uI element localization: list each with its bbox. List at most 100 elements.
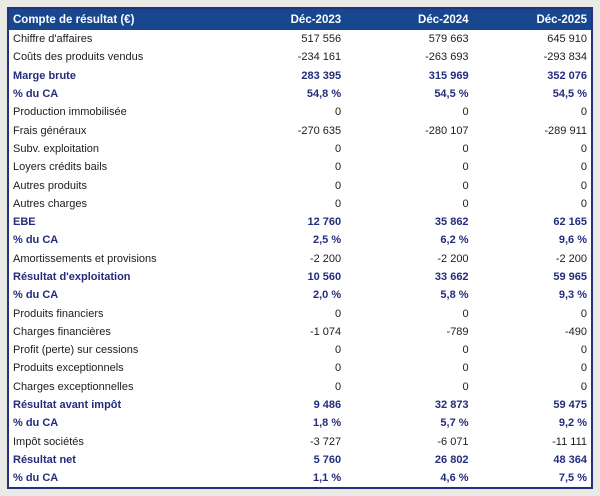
row-label: Produits exceptionnels bbox=[13, 362, 124, 375]
row-value: 5 760 bbox=[313, 453, 342, 466]
row-value: 0 bbox=[335, 142, 342, 155]
row-value: 26 802 bbox=[434, 453, 469, 466]
row-value: 0 bbox=[580, 344, 587, 357]
row-value: 2,5 % bbox=[313, 234, 342, 247]
table-row: Autres produits 0 0 0 bbox=[8, 176, 592, 194]
row-value: -270 635 bbox=[297, 124, 342, 137]
row-value: 9,2 % bbox=[558, 417, 587, 430]
row-label: Charges exceptionnelles bbox=[13, 380, 134, 393]
row-value: 12 760 bbox=[307, 216, 342, 229]
row-value: 0 bbox=[580, 197, 587, 210]
row-value: 0 bbox=[580, 106, 587, 119]
row-label: Résultat d'exploitation bbox=[13, 271, 131, 283]
table-row: Subv. exploitation 0 0 0 bbox=[8, 140, 592, 158]
row-value: 315 969 bbox=[428, 69, 469, 82]
table-body: Chiffre d'affaires 517 556 579 663 645 9… bbox=[8, 30, 592, 488]
table-row: % du CA 1,8 % 5,7 % 9,2 % bbox=[8, 414, 592, 432]
row-value: 0 bbox=[462, 106, 469, 119]
row-value: 0 bbox=[335, 307, 342, 320]
table-row: Charges financières -1 074 -789 -490 bbox=[8, 323, 592, 341]
row-value: 9,3 % bbox=[558, 289, 587, 302]
row-label: % du CA bbox=[13, 234, 59, 247]
row-value: -289 911 bbox=[544, 124, 587, 137]
row-label: % du CA bbox=[13, 289, 59, 302]
row-value: -490 bbox=[564, 325, 587, 338]
row-value: 352 076 bbox=[547, 69, 587, 82]
row-value: 62 165 bbox=[553, 216, 587, 229]
header-row: Compte de résultat (€) Déc-2023 Déc-2024… bbox=[8, 8, 592, 30]
row-value: -2 200 bbox=[437, 252, 469, 265]
row-value: 0 bbox=[335, 380, 342, 393]
row-value: 1,1 % bbox=[313, 472, 342, 485]
row-label: Profit (perte) sur cessions bbox=[13, 344, 139, 357]
row-label: Impôt sociétés bbox=[13, 435, 84, 448]
row-label: Marge brute bbox=[13, 69, 76, 82]
row-value: -11 111 bbox=[552, 435, 587, 448]
row-label: Production immobilisée bbox=[13, 106, 127, 119]
row-label: Coûts des produits vendus bbox=[13, 51, 144, 64]
row-value: 32 873 bbox=[434, 399, 469, 412]
row-value: 0 bbox=[335, 179, 342, 192]
row-value: 0 bbox=[462, 380, 469, 393]
row-label: Résultat avant impôt bbox=[13, 399, 122, 412]
row-value: 0 bbox=[462, 344, 469, 357]
table-row: Impôt sociétés -3 727 -6 071 -11 111 bbox=[8, 433, 592, 451]
row-value: 48 364 bbox=[553, 453, 587, 466]
row-value: 0 bbox=[335, 106, 342, 119]
table-row: % du CA 2,5 % 6,2 % 9,6 % bbox=[8, 231, 592, 249]
table-row: Produits exceptionnels 0 0 0 bbox=[8, 359, 592, 377]
row-value: -234 161 bbox=[297, 51, 342, 64]
row-value: 0 bbox=[335, 197, 342, 210]
row-value: 5,8 % bbox=[440, 289, 469, 302]
table-row: EBE 12 760 35 862 62 165 bbox=[8, 213, 592, 231]
table-row: Amortissements et provisions -2 200 -2 2… bbox=[8, 250, 592, 268]
table-row: Chiffre d'affaires 517 556 579 663 645 9… bbox=[8, 30, 592, 48]
row-value: -6 071 bbox=[437, 435, 469, 448]
row-label: Résultat net bbox=[13, 453, 76, 466]
row-value: 5,7 % bbox=[440, 417, 469, 430]
row-value: 0 bbox=[335, 161, 342, 174]
row-value: 1,8 % bbox=[313, 417, 342, 430]
row-value: 0 bbox=[462, 362, 469, 375]
row-value: 2,0 % bbox=[313, 289, 342, 302]
row-value: 0 bbox=[462, 179, 469, 192]
row-label: Charges financières bbox=[13, 325, 111, 338]
row-value: -2 200 bbox=[555, 252, 587, 265]
table-row: Autres charges 0 0 0 bbox=[8, 195, 592, 213]
row-value: 35 862 bbox=[434, 216, 469, 229]
row-value: 33 662 bbox=[434, 271, 469, 283]
table-row: Marge brute 283 395 315 969 352 076 bbox=[8, 67, 592, 85]
table-row: Charges exceptionnelles 0 0 0 bbox=[8, 378, 592, 396]
row-value: 9 486 bbox=[313, 399, 342, 412]
row-value: 54,5 % bbox=[552, 88, 587, 101]
row-value: 0 bbox=[462, 307, 469, 320]
row-label: Autres charges bbox=[13, 197, 87, 210]
table-row: Produits financiers 0 0 0 bbox=[8, 304, 592, 322]
row-value: -2 200 bbox=[309, 252, 342, 265]
table-row: % du CA 54,8 % 54,5 % 54,5 % bbox=[8, 85, 592, 103]
row-value: 54,5 % bbox=[434, 88, 469, 101]
row-value: 0 bbox=[580, 362, 587, 375]
table-row: % du CA 2,0 % 5,8 % 9,3 % bbox=[8, 286, 592, 304]
row-value: -280 107 bbox=[425, 124, 469, 137]
row-value: 7,5 % bbox=[558, 472, 587, 485]
row-value: 0 bbox=[580, 179, 587, 192]
row-value: 54,8 % bbox=[306, 88, 342, 101]
row-value: -3 727 bbox=[309, 435, 342, 448]
table-row: Loyers crédits bails 0 0 0 bbox=[8, 158, 592, 176]
row-label: % du CA bbox=[13, 472, 59, 485]
row-label: % du CA bbox=[13, 88, 59, 101]
row-value: 59 475 bbox=[553, 399, 587, 412]
table-header: Compte de résultat (€) Déc-2023 Déc-2024… bbox=[8, 8, 592, 30]
row-label: EBE bbox=[13, 216, 36, 229]
row-value: -263 693 bbox=[425, 51, 469, 64]
row-value: 0 bbox=[462, 161, 469, 174]
income-statement-table: Compte de résultat (€) Déc-2023 Déc-2024… bbox=[7, 7, 593, 490]
row-value: 645 910 bbox=[547, 33, 587, 46]
row-value: 6,2 % bbox=[440, 234, 469, 247]
row-value: -293 834 bbox=[543, 51, 587, 64]
row-value: 0 bbox=[580, 161, 587, 174]
row-label: Chiffre d'affaires bbox=[13, 33, 93, 46]
row-label: Loyers crédits bails bbox=[13, 161, 108, 174]
row-value: 9,6 % bbox=[558, 234, 587, 247]
